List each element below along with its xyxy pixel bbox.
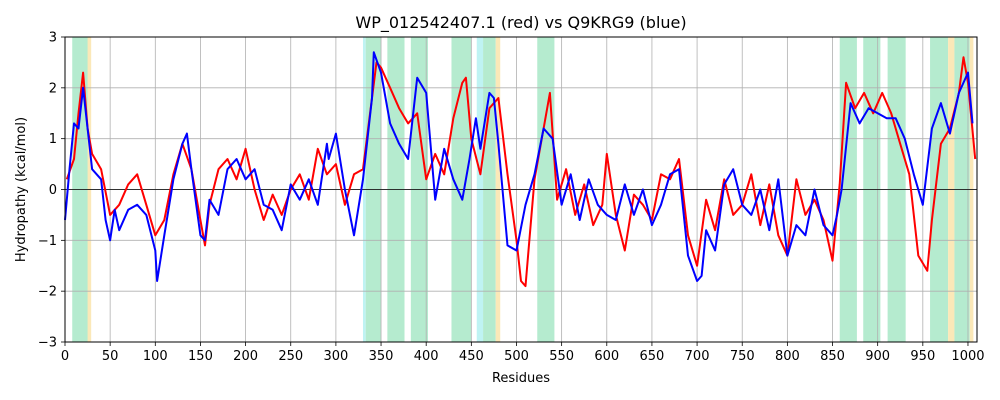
chart-title: WP_012542407.1 (red) vs Q9KRG9 (blue): [355, 13, 686, 33]
y-tick-label: −2: [38, 285, 57, 300]
x-tick-label: 900: [865, 349, 890, 364]
x-tick-label: 600: [594, 349, 619, 364]
x-axis-label: Residues: [492, 371, 550, 386]
y-axis-label: Hydropathy (kcal/mol): [14, 117, 29, 262]
y-tick-label: 1: [49, 132, 57, 147]
x-tick-label: 400: [414, 349, 439, 364]
x-tick-label: 350: [369, 349, 394, 364]
x-tick-label: 500: [504, 349, 529, 364]
y-tick-label: −1: [38, 234, 57, 249]
x-tick-label: 0: [61, 349, 69, 364]
x-tick-label: 150: [188, 349, 213, 364]
y-tick-label: 3: [49, 31, 57, 46]
x-tick-label: 950: [910, 349, 935, 364]
y-tick-label: −3: [38, 336, 57, 351]
series-line-0: [65, 56, 977, 288]
x-tick-label: 50: [102, 349, 119, 364]
y-axis-ticks: −3 −2 −1 0 1 2 3: [38, 31, 65, 351]
x-tick-label: 750: [730, 349, 755, 364]
y-tick-label: 2: [49, 81, 57, 96]
x-tick-label: 200: [233, 349, 258, 364]
series-line-1: [64, 51, 974, 282]
x-tick-label: 100: [143, 349, 168, 364]
x-tick-label: 650: [640, 349, 665, 364]
x-tick-label: 550: [549, 349, 574, 364]
x-tick-label: 1000: [951, 349, 984, 364]
x-tick-label: 700: [685, 349, 710, 364]
x-tick-label: 850: [820, 349, 845, 364]
x-tick-label: 300: [323, 349, 348, 364]
x-axis-ticks: 0 50 100 150 200 250 300 350 400 450 500 550 600 650 7…: [61, 342, 985, 364]
x-tick-label: 250: [278, 349, 303, 364]
x-tick-label: 800: [775, 349, 800, 364]
y-tick-label: 0: [49, 183, 57, 198]
x-tick-label: 450: [459, 349, 484, 364]
series-lines: [64, 51, 977, 288]
